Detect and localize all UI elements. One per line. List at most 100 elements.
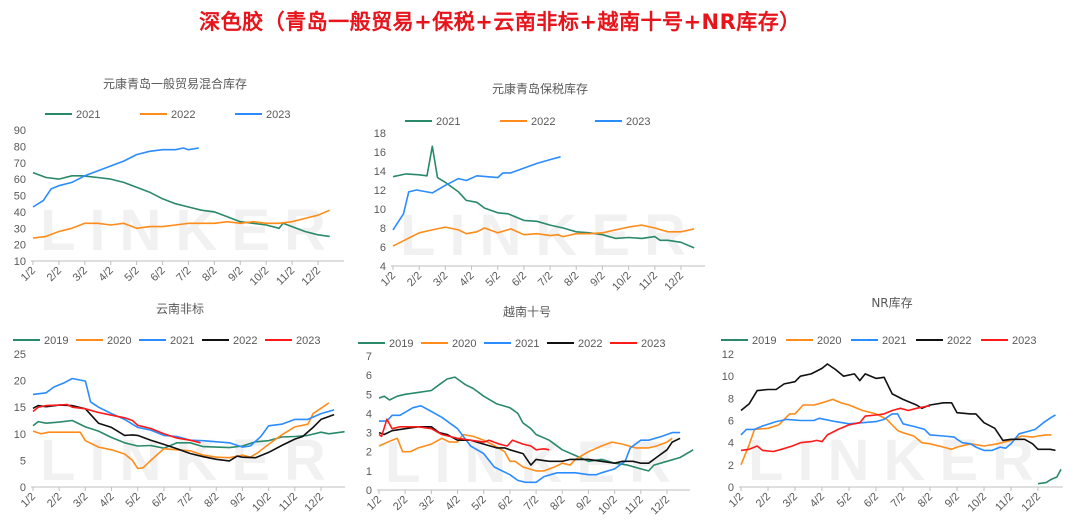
x-tick-label: 11/2 — [277, 491, 300, 514]
y-tick-label: 8 — [380, 223, 386, 235]
legend-label-2020: 2020 — [107, 335, 131, 347]
y-tick-label: 8 — [728, 393, 734, 405]
legend-label-2021: 2021 — [515, 338, 539, 350]
y-tick-label: 6 — [380, 242, 386, 254]
x-tick-label: 11/2 — [274, 265, 297, 288]
x-tick-label: 10/2 — [965, 491, 989, 515]
x-tick-label: 7/2 — [889, 491, 908, 510]
x-tick-label: 8/2 — [200, 265, 219, 284]
x-tick-label: 5/2 — [122, 265, 141, 284]
x-tick-label: 6/2 — [510, 270, 529, 289]
series-line-2019 — [378, 376, 694, 472]
y-tick-label: 6 — [366, 370, 372, 382]
legend-label-2022: 2022 — [947, 335, 971, 347]
y-tick-label: 10 — [14, 429, 26, 441]
x-tick-label: 8/2 — [916, 491, 935, 510]
y-tick-label: 90 — [14, 125, 26, 137]
y-tick-label: 50 — [14, 191, 26, 203]
x-tick-label: 10/2 — [610, 270, 634, 294]
series-line-2023 — [32, 147, 199, 208]
x-tick-label: 6/2 — [862, 491, 881, 510]
x-tick-label: 8/2 — [548, 494, 567, 513]
x-tick-label: 10/2 — [248, 265, 272, 289]
legend-label-2021: 2021 — [170, 335, 194, 347]
x-tick-label: 6/2 — [150, 491, 169, 510]
x-tick-label: 12/2 — [1019, 491, 1043, 515]
x-tick-label: 3/2 — [417, 494, 436, 513]
legend-label-2020: 2020 — [452, 338, 476, 350]
legend-label-2023: 2023 — [641, 338, 665, 350]
y-tick-label: 30 — [14, 223, 26, 235]
legend-label-2021: 2021 — [76, 109, 100, 121]
y-tick-label: 60 — [14, 174, 26, 186]
x-tick-label: 7/2 — [174, 265, 193, 284]
chart-title: 元康青岛保税库存 — [492, 81, 588, 96]
series-line-2022 — [740, 363, 1056, 452]
page-title: 深色胶（青岛一般贸易+保税+云南非标+越南十号+NR库存） — [199, 10, 801, 34]
x-tick-label: 10/2 — [250, 491, 274, 515]
x-tick-label: 4/2 — [97, 265, 116, 284]
legend-label-2023: 2023 — [1012, 335, 1036, 347]
y-tick-label: 10 — [374, 204, 386, 216]
y-tick-label: 2 — [728, 460, 734, 472]
x-tick-label: 2/2 — [45, 491, 64, 510]
legend-label-2022: 2022 — [531, 116, 555, 128]
x-tick-label: 12/2 — [648, 494, 672, 518]
y-tick-label: 1 — [366, 466, 372, 478]
legend-label-2019: 2019 — [44, 335, 68, 347]
y-tick-label: 4 — [380, 261, 386, 273]
y-tick-label: 10 — [14, 256, 26, 268]
x-tick-label: 12/2 — [662, 270, 686, 294]
x-tick-label: 4/2 — [97, 491, 116, 510]
y-tick-label: 4 — [728, 438, 734, 450]
x-tick-label: 9/2 — [228, 491, 247, 510]
y-tick-label: 2 — [366, 447, 372, 459]
x-tick-label: 9/2 — [574, 494, 593, 513]
y-tick-label: 6 — [728, 416, 734, 428]
y-tick-label: 20 — [14, 376, 26, 388]
series-line-2020 — [740, 398, 1052, 466]
legend-label-2022: 2022 — [578, 338, 602, 350]
legend-label-2021: 2021 — [436, 116, 460, 128]
x-tick-label: 4/2 — [457, 270, 476, 289]
x-tick-label: 7/2 — [522, 494, 541, 513]
x-tick-label: 9/2 — [943, 491, 962, 510]
y-tick-label: 16 — [374, 147, 386, 159]
x-tick-label: 6/2 — [496, 494, 515, 513]
series-line-2021 — [379, 404, 681, 484]
legend-label-2020: 2020 — [817, 335, 841, 347]
legend-label-2023: 2023 — [626, 116, 650, 128]
x-tick-label: 4/2 — [808, 491, 827, 510]
legend-label-2023: 2023 — [296, 335, 320, 347]
series-line-2021 — [740, 413, 1056, 452]
x-tick-label: 11/2 — [993, 491, 1016, 514]
y-tick-label: 0 — [20, 482, 26, 494]
y-tick-label: 5 — [366, 389, 372, 401]
x-tick-label: 12/2 — [302, 491, 326, 515]
y-tick-label: 0 — [728, 482, 734, 494]
y-tick-label: 18 — [374, 128, 386, 140]
legend-label-2021: 2021 — [882, 335, 906, 347]
series-line-2019 — [32, 419, 345, 450]
x-tick-label: 11/2 — [623, 494, 646, 517]
y-tick-label: 7 — [366, 351, 372, 363]
legend-label-2022: 2022 — [171, 109, 195, 121]
x-tick-label: 6/2 — [148, 265, 167, 284]
series-line-2021 — [392, 145, 695, 249]
x-tick-label: 4/2 — [443, 494, 462, 513]
y-tick-label: 12 — [722, 349, 734, 361]
legend-label-2019: 2019 — [752, 335, 776, 347]
y-tick-label: 0 — [366, 485, 372, 497]
watermark-text: LINKER — [400, 203, 700, 268]
series-line-2023 — [32, 403, 201, 444]
x-tick-label: 7/2 — [536, 270, 555, 289]
y-tick-label: 4 — [366, 408, 372, 420]
watermark-text: LINKER — [40, 198, 340, 263]
chart-title: NR库存 — [871, 295, 912, 310]
x-tick-label: 7/2 — [176, 491, 195, 510]
